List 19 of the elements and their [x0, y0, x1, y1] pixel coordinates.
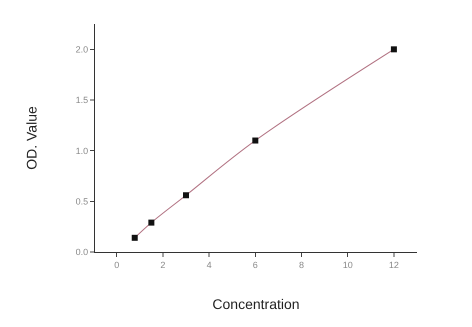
point: [132, 234, 138, 241]
point: [183, 192, 190, 198]
x-tick-label: 6: [252, 260, 258, 270]
x-tick-label: 10: [342, 260, 353, 270]
y-tick-label: 1.0: [76, 146, 88, 156]
point: [390, 46, 397, 52]
x-tick-label: 12: [388, 260, 399, 270]
x-tick-label: 8: [299, 260, 304, 270]
x-axis-title: Concentration: [212, 296, 300, 312]
x-tick-label: 0: [114, 260, 120, 270]
x-tick-label: 4: [206, 260, 212, 270]
y-tick-label: 0.0: [76, 247, 88, 258]
point: [148, 220, 154, 226]
y-tick-label: 2.0: [76, 44, 88, 54]
point: [252, 138, 258, 144]
y-tick-label: 1.5: [76, 95, 88, 106]
y-axis-title: OD. Value: [23, 106, 40, 170]
x-tick-label: 2: [160, 260, 166, 270]
y-tick-label: 0.5: [76, 196, 88, 206]
